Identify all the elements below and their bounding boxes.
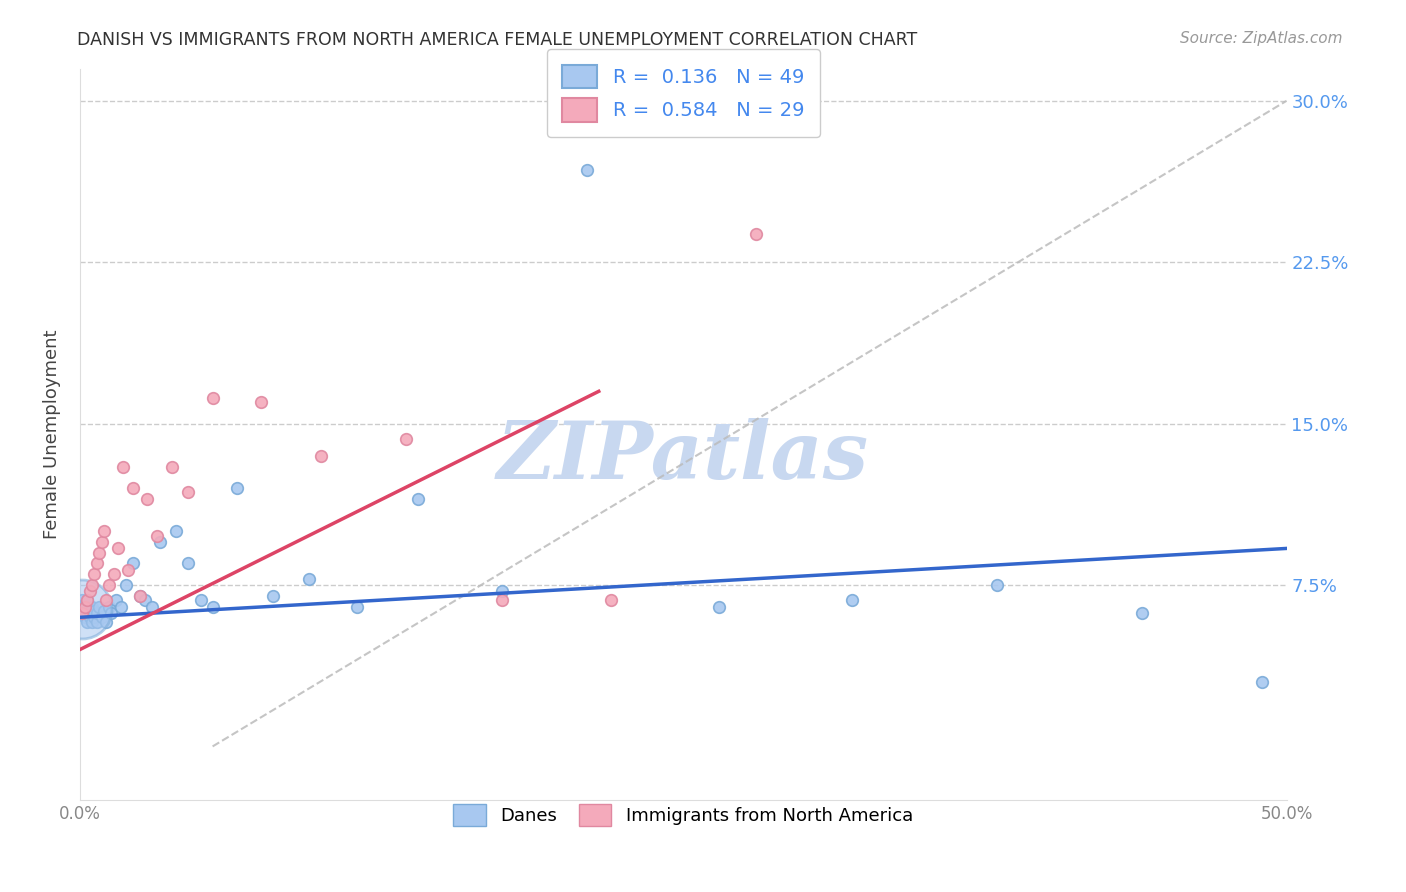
Point bbox=[72, 593, 94, 607]
Point bbox=[73, 598, 96, 612]
Point bbox=[76, 599, 98, 614]
Point bbox=[575, 162, 598, 177]
Point bbox=[93, 604, 115, 618]
Point bbox=[72, 606, 94, 620]
Point bbox=[1251, 674, 1274, 689]
Point bbox=[1130, 606, 1153, 620]
Point bbox=[83, 604, 105, 618]
Point bbox=[79, 610, 101, 624]
Point bbox=[599, 593, 621, 607]
Point bbox=[96, 593, 118, 607]
Point bbox=[72, 606, 94, 620]
Text: ZIPatlas: ZIPatlas bbox=[498, 417, 869, 495]
Point bbox=[86, 606, 108, 620]
Point bbox=[114, 578, 136, 592]
Point bbox=[406, 491, 429, 506]
Point bbox=[160, 459, 183, 474]
Point bbox=[76, 593, 98, 607]
Point bbox=[76, 593, 98, 607]
Point bbox=[80, 615, 103, 629]
Point bbox=[76, 615, 98, 629]
Point bbox=[89, 546, 111, 560]
Point bbox=[90, 535, 112, 549]
Point bbox=[177, 485, 200, 500]
Point bbox=[346, 599, 368, 614]
Point bbox=[177, 557, 200, 571]
Point bbox=[90, 610, 112, 624]
Point bbox=[80, 606, 103, 620]
Point bbox=[117, 563, 139, 577]
Point bbox=[107, 541, 129, 556]
Point bbox=[165, 524, 187, 539]
Point bbox=[105, 593, 128, 607]
Point bbox=[262, 589, 284, 603]
Point bbox=[89, 599, 111, 614]
Point bbox=[136, 491, 159, 506]
Point bbox=[97, 578, 120, 592]
Point bbox=[103, 567, 125, 582]
Point bbox=[76, 606, 98, 620]
Point bbox=[83, 610, 105, 624]
Point bbox=[73, 604, 96, 618]
Point bbox=[80, 599, 103, 614]
Point bbox=[201, 599, 224, 614]
Point bbox=[146, 528, 169, 542]
Point bbox=[986, 578, 1008, 592]
Point bbox=[709, 599, 731, 614]
Point bbox=[93, 524, 115, 539]
Point bbox=[309, 449, 332, 463]
Point bbox=[97, 599, 120, 614]
Point bbox=[841, 593, 863, 607]
Point bbox=[225, 481, 247, 495]
Point bbox=[148, 535, 170, 549]
Point bbox=[491, 584, 513, 599]
Point bbox=[73, 599, 96, 614]
Point bbox=[122, 481, 145, 495]
Point bbox=[141, 599, 163, 614]
Point bbox=[110, 599, 132, 614]
Point bbox=[86, 557, 108, 571]
Point bbox=[134, 593, 156, 607]
Y-axis label: Female Unemployment: Female Unemployment bbox=[44, 330, 60, 539]
Point bbox=[491, 593, 513, 607]
Point bbox=[83, 567, 105, 582]
Point bbox=[72, 601, 94, 615]
Point bbox=[79, 604, 101, 618]
Point bbox=[79, 584, 101, 599]
Point bbox=[395, 432, 418, 446]
Point bbox=[96, 615, 118, 629]
Point bbox=[190, 593, 212, 607]
Point bbox=[744, 227, 766, 242]
Point bbox=[129, 589, 152, 603]
Point bbox=[73, 610, 96, 624]
Point bbox=[112, 459, 135, 474]
Point bbox=[122, 557, 145, 571]
Point bbox=[80, 578, 103, 592]
Point bbox=[100, 606, 122, 620]
Point bbox=[201, 391, 224, 405]
Point bbox=[250, 395, 273, 409]
Point bbox=[72, 599, 94, 614]
Point bbox=[86, 615, 108, 629]
Point bbox=[129, 589, 152, 603]
Text: DANISH VS IMMIGRANTS FROM NORTH AMERICA FEMALE UNEMPLOYMENT CORRELATION CHART: DANISH VS IMMIGRANTS FROM NORTH AMERICA … bbox=[77, 31, 918, 49]
Text: Source: ZipAtlas.com: Source: ZipAtlas.com bbox=[1180, 31, 1343, 46]
Legend: Danes, Immigrants from North America: Danes, Immigrants from North America bbox=[444, 795, 922, 835]
Point bbox=[298, 572, 321, 586]
